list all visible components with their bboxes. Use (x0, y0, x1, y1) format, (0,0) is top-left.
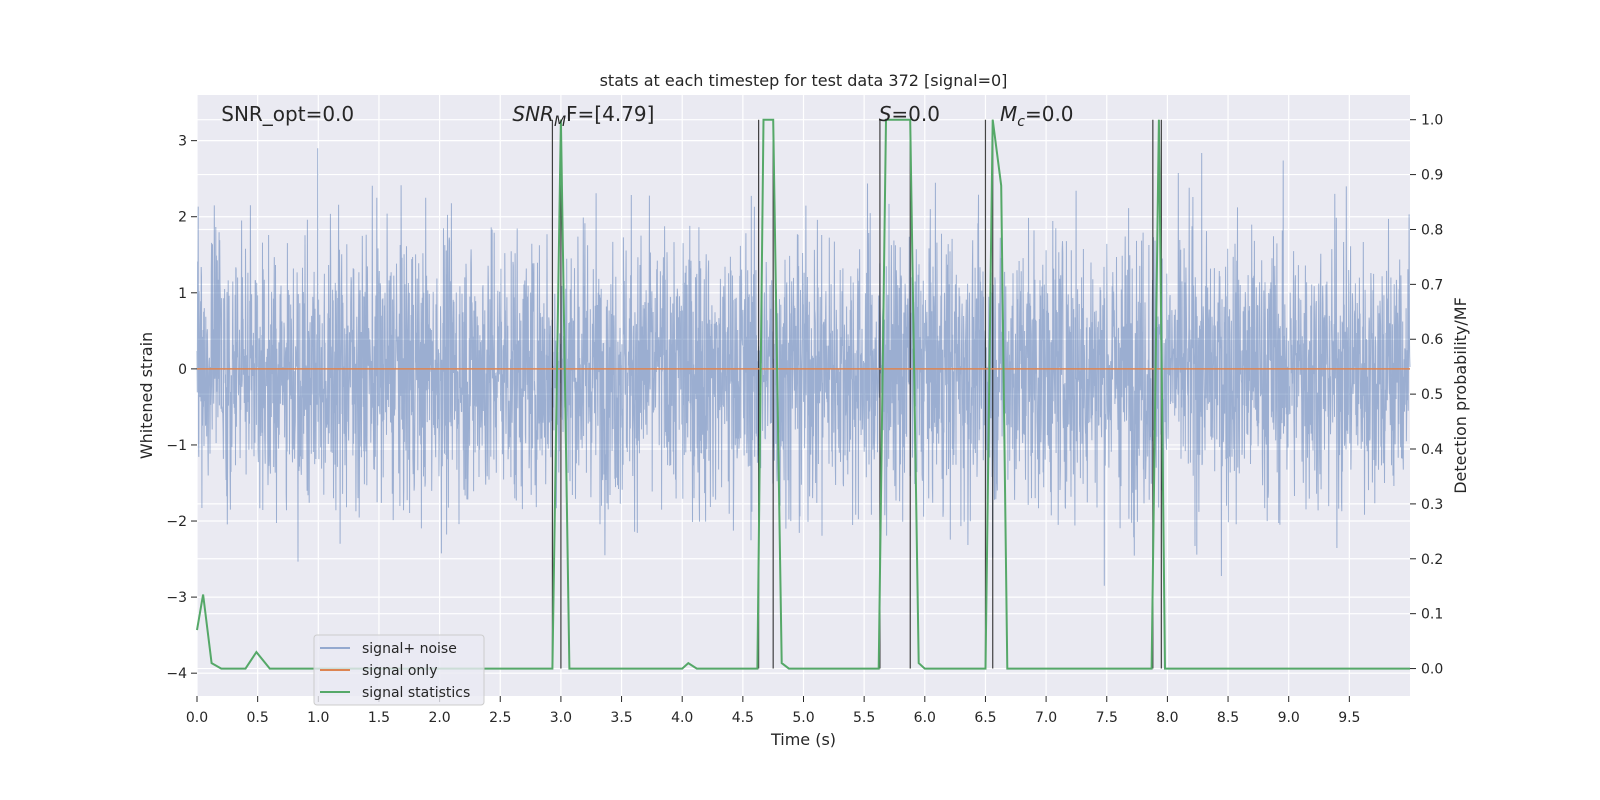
y2-tick-label: 0.0 (1421, 662, 1443, 678)
y2-tick-label: 0.3 (1421, 497, 1443, 513)
x-tick-label: 1.0 (307, 710, 329, 726)
legend-box (313, 634, 485, 706)
x-tick-label: 5.5 (853, 710, 875, 726)
y-tick-label: 0 (178, 362, 187, 378)
x-tick-label: 8.0 (1156, 710, 1178, 726)
y-axis-label: Whitened strain (137, 332, 156, 459)
y2-tick-label: 0.9 (1421, 168, 1443, 184)
y2-tick-label: 0.6 (1421, 332, 1443, 348)
annotation-main: S (879, 102, 892, 126)
y2-tick-label: 0.4 (1421, 442, 1443, 458)
annotation-sub: M (554, 114, 566, 130)
y-tick-label: 2 (178, 210, 187, 226)
x-tick-label: 4.0 (671, 710, 693, 726)
x-tick-label: 7.0 (1035, 710, 1057, 726)
x-tick-label: 3.5 (610, 710, 632, 726)
y-tick-label: 3 (178, 134, 187, 150)
series-signal-statistics (196, 118, 1410, 670)
x-tick-label: 9.0 (1278, 710, 1300, 726)
y-tick-label: 1 (178, 286, 187, 302)
annotations: SNR_opt=0.0 SNRMF=[4.79] S=0.0 Mc=0.0 (221, 102, 1073, 130)
annotation-main: SNR_opt=0.0 (221, 102, 354, 126)
x-tick-label: 0.0 (186, 710, 208, 726)
legend: signal+ noise signal only signal statistic… (313, 634, 485, 706)
x-tick-label: 7.5 (1096, 710, 1118, 726)
annotation-tail: =0.0 (891, 102, 940, 126)
x-tick-label: 2.0 (428, 710, 450, 726)
y2-tick-label: 0.1 (1421, 607, 1443, 623)
annotation-text: SNRMF=[4.79] (512, 102, 654, 130)
y-tick-label: −1 (166, 438, 187, 454)
x-tick-label: 4.5 (732, 710, 754, 726)
y2-axis-label: Detection probability/MF (1451, 297, 1470, 494)
legend-label: signal statistics (362, 685, 470, 701)
x-tick-label: 2.5 (489, 710, 511, 726)
annotation-text: SNR_opt=0.0 (221, 102, 354, 126)
signal-statistics-line (196, 118, 1410, 670)
x-tick-label: 6.5 (974, 710, 996, 726)
x-axis-label: Time (s) (770, 730, 836, 749)
y-tick-label: −2 (166, 514, 187, 530)
x-tick-label: 5.0 (792, 710, 814, 726)
y2-tick-label: 0.8 (1421, 222, 1443, 238)
annotation-main: SNR (512, 102, 554, 126)
y-axis-left-ticks: −4 −3 −2 −1 0 1 2 3 (166, 134, 197, 682)
annotation-sub: c (1017, 114, 1025, 130)
x-tick-label: 8.5 (1217, 710, 1239, 726)
y2-tick-label: 0.5 (1421, 387, 1443, 403)
x-tick-label: 3.0 (550, 710, 572, 726)
chart-title: stats at each timestep for test data 372… (600, 71, 1008, 90)
annotation-text: S=0.0 (879, 102, 940, 126)
y2-tick-label: 0.7 (1421, 277, 1443, 293)
legend-label: signal only (362, 663, 437, 679)
y-tick-label: −4 (166, 666, 187, 682)
y-axis-right-ticks: 0.0 0.1 0.2 0.3 0.4 0.5 0.6 0.7 0.8 0.9 1.0 (1410, 113, 1443, 678)
x-tick-label: 9.5 (1338, 710, 1360, 726)
annotation-tail: =0.0 (1025, 102, 1074, 126)
y2-tick-label: 1.0 (1421, 113, 1443, 129)
annotation-tail: F=[4.79] (566, 102, 654, 126)
y2-tick-label: 0.2 (1421, 552, 1443, 568)
x-tick-label: 0.5 (247, 710, 269, 726)
legend-label: signal+ noise (362, 641, 457, 657)
annotation-main: M (1000, 102, 1017, 126)
series-signal-noise (196, 148, 1411, 586)
x-axis-ticks: 0.0 0.5 1.0 1.5 2.0 2.5 3.0 3.5 4.0 4.5 5.0 5.5 6.0 6… (186, 696, 1360, 726)
x-tick-label: 1.5 (368, 710, 390, 726)
signal-noise-line (196, 148, 1411, 586)
x-tick-label: 6.0 (914, 710, 936, 726)
annotation-text: Mc=0.0 (1000, 102, 1074, 130)
y-tick-label: −3 (166, 590, 187, 606)
